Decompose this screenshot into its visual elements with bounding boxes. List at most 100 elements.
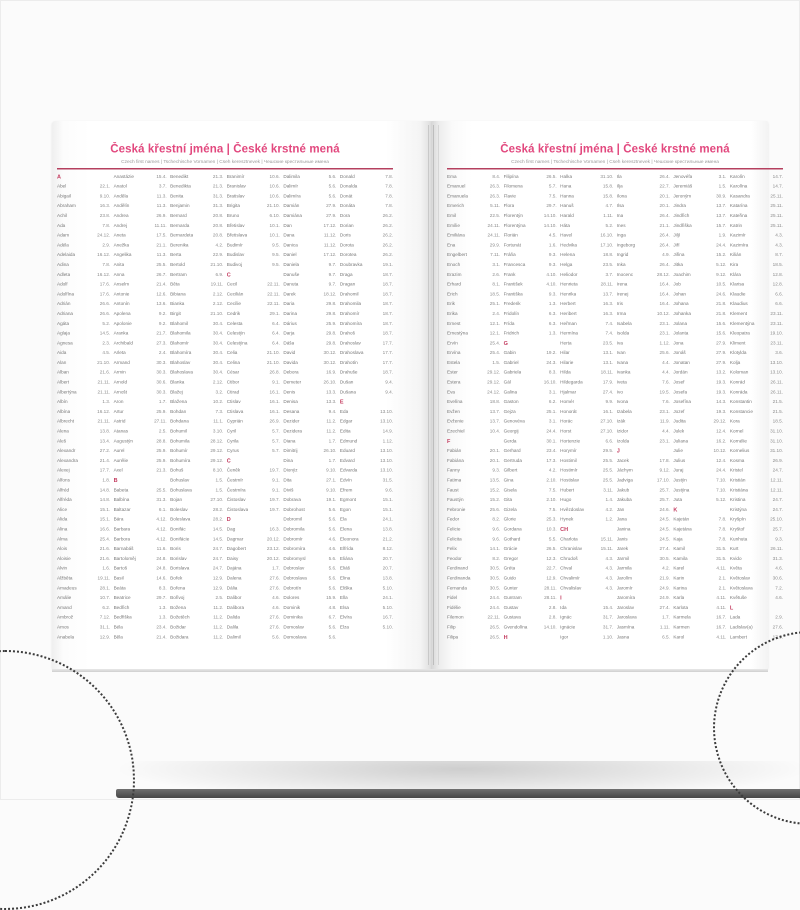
nameday-date: 4.12. — [156, 526, 167, 532]
name-entry: Kasandra 25.11. — [730, 193, 783, 203]
name-label: Kazimíra — [729, 242, 749, 248]
name-label: Adriana — [57, 310, 74, 316]
name-entry: Berenika 4.2. — [170, 242, 223, 252]
name-entry: Andělín 11.3. — [114, 203, 167, 213]
name-entry: Hilar 13.1. — [560, 350, 613, 360]
name-entry: Halka 31.10. — [560, 174, 613, 184]
name-entry: Ctislava 16.1. — [227, 409, 280, 419]
name-entry: Jaroslava 1.7. — [617, 615, 670, 625]
nameday-date: 11.2. — [213, 634, 224, 640]
name-label: Čestmíra — [226, 487, 246, 493]
nameday-date: 4.4. — [662, 369, 670, 375]
nameday-date: 8.3. — [158, 585, 167, 591]
name-entry: Genovéva 3.1. — [504, 419, 557, 429]
name-label: Kurt — [729, 546, 739, 552]
name-label: Aleš — [57, 438, 67, 444]
left-page — [52, 121, 432, 669]
name-label: Kornel — [729, 428, 744, 434]
name-label: Demeter — [283, 379, 302, 385]
name-entry: Emanuela 26.3. — [447, 193, 500, 203]
nameday-date: 1.11. — [603, 212, 614, 218]
nameday-date: 20.1. — [489, 457, 501, 463]
nameday-date: 20.1. — [659, 193, 670, 199]
name-label: Eliška — [339, 585, 353, 591]
nameday-date: 5.7. — [272, 438, 280, 444]
nameday-date: 27.9. — [326, 203, 337, 209]
name-label: Hilarie — [560, 359, 574, 365]
name-label: Dana — [283, 232, 295, 238]
name-label: Amálie — [57, 595, 72, 601]
nameday-date: 3.10. — [212, 428, 224, 434]
name-label: Jiří — [673, 242, 680, 248]
letter-header: K — [673, 506, 678, 513]
name-label: Eva — [447, 389, 456, 395]
name-label: Ilsa — [616, 203, 624, 209]
name-label: Bianka — [170, 301, 185, 307]
name-label: Fabiána — [447, 457, 464, 463]
nameday-date: 25.9. — [156, 448, 167, 454]
name-entry: Anastázie 15.4. — [114, 174, 167, 184]
name-entry: Izidor 4.4. — [617, 429, 670, 439]
name-label: Fridolín — [503, 310, 520, 316]
nameday-date: 19.7. — [269, 497, 280, 503]
name-entry: Frank 4.10. — [504, 272, 557, 282]
name-entry: Justýna 7.10. — [673, 487, 726, 497]
name-entry: Armin 30.3. — [114, 370, 167, 380]
name-entry: Aloisie 21.6. — [57, 556, 110, 566]
name-label: Herbert — [560, 301, 576, 307]
nameday-date: 21.6. — [99, 546, 111, 552]
name-entry: Guntram 28.11. — [504, 595, 557, 605]
nameday-date: 4.12. — [156, 536, 167, 542]
nameday-date: 14.8. — [99, 497, 111, 503]
nameday-date: 11.3. — [156, 252, 167, 258]
name-label: Astrid — [113, 418, 126, 424]
name-label: Dalimila — [283, 173, 300, 179]
nameday-date: 3.1. — [548, 389, 557, 395]
name-entry: Damián 27.9. — [283, 203, 336, 213]
name-label: Fedor — [447, 516, 460, 522]
name-label: Aranka — [113, 330, 129, 336]
name-label: Hortenzie — [560, 438, 581, 444]
name-label: Kristiána — [729, 487, 749, 493]
name-entry: Eda 13.10. — [340, 409, 393, 419]
name-entry: Armand 30.3. — [114, 360, 167, 370]
name-entry: Bořena 12.9. — [170, 585, 223, 595]
name-entry: Henrieta 28.11. — [560, 282, 613, 292]
nameday-date: 30.3. — [156, 389, 167, 395]
nameday-date: 25.11. — [770, 222, 783, 228]
name-entry: Boris 24.7. — [170, 546, 223, 556]
name-entry: Domoslava 5.6. — [283, 634, 336, 642]
name-entry: Kurt 26.11. — [730, 546, 783, 556]
name-label: Jaromíra — [616, 595, 636, 601]
name-entry: Gejza 25.1. — [504, 409, 557, 419]
nameday-date: 9.12. — [659, 467, 670, 473]
name-label: Erika — [447, 310, 458, 316]
nameday-date: 5.10. — [382, 604, 393, 610]
nameday-date: 31.7. — [602, 614, 614, 620]
name-entry: Antonín 13.6. — [114, 301, 167, 311]
name-label: Drahoslav — [339, 340, 361, 346]
nameday-date: 16.4. — [659, 301, 670, 307]
name-label: Háta — [560, 222, 570, 228]
name-label: Hvězdoslav — [560, 506, 585, 512]
name-entry: Iveta 7.6. — [617, 380, 670, 390]
nameday-date: 13.10. — [770, 369, 783, 375]
name-label: Ivana — [616, 359, 629, 365]
name-entry: Abraham 16.3. — [57, 203, 110, 213]
name-label: Apolena — [113, 310, 131, 316]
name-entry: Kornélie 31.10. — [730, 438, 783, 448]
nameday-date: 20.7. — [382, 565, 393, 571]
name-label: Abraham — [57, 203, 76, 209]
name-label: Amadeus — [57, 585, 77, 591]
name-entry: Chvalislav 4.3. — [560, 585, 613, 595]
name-label: Gina — [503, 477, 514, 483]
name-entry: Dobrohost 5.6. — [283, 507, 336, 517]
name-entry: Jiří 24.4. — [673, 242, 726, 252]
name-label: Balbína — [113, 497, 130, 503]
name-label: Efrem — [339, 487, 353, 493]
name-label: Kamila — [673, 555, 688, 561]
nameday-date: 10.5. — [716, 281, 727, 287]
nameday-date: 26.4. — [659, 173, 670, 179]
name-entry: Dezidera 11.2. — [283, 429, 336, 439]
name-label: Inka — [616, 261, 626, 267]
